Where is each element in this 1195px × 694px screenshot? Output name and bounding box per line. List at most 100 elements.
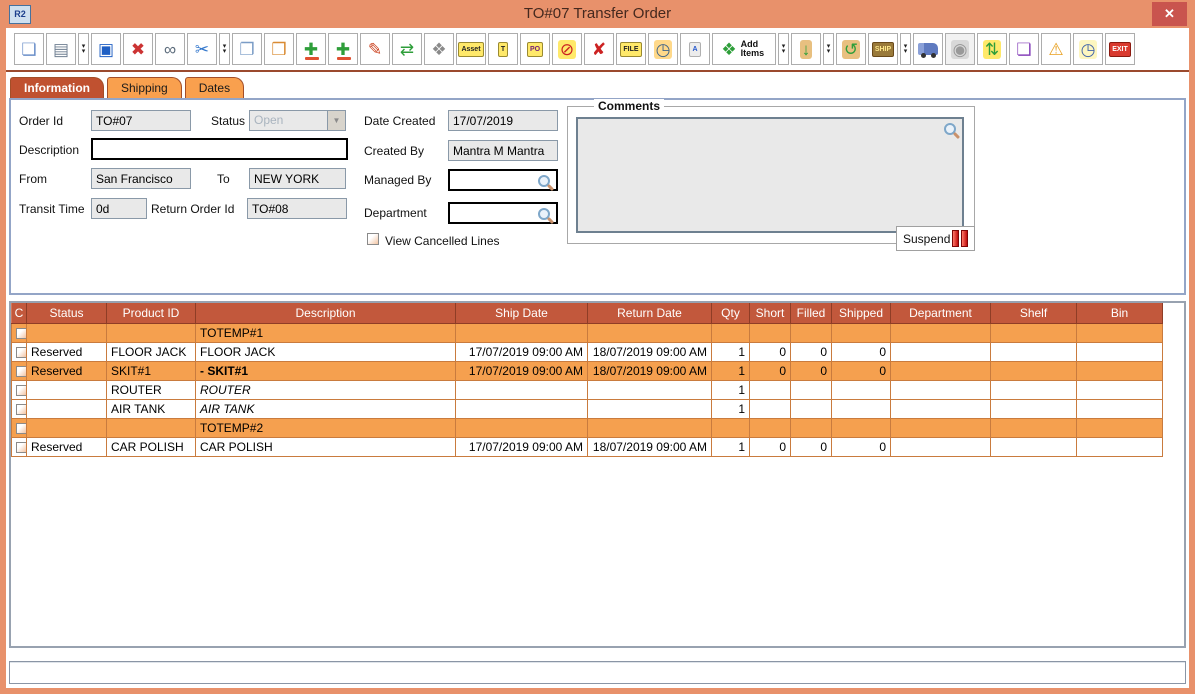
delete-button[interactable]: ✖ <box>123 33 153 65</box>
ship-dropdown[interactable]: ▾ ▾ <box>900 33 911 65</box>
row-checkbox[interactable] <box>16 441 26 453</box>
cell-shelf <box>990 341 1077 362</box>
history-button[interactable]: ◷ <box>1073 33 1103 65</box>
department-field[interactable] <box>452 204 540 224</box>
receive-dropdown[interactable]: ▾ ▾ <box>823 33 834 65</box>
rental-order-button[interactable]: T <box>488 33 518 65</box>
cancel-lines-button[interactable]: ✘ <box>584 33 614 65</box>
tab-information[interactable]: Information <box>10 77 104 98</box>
managed-by-field[interactable] <box>452 171 540 191</box>
suspend-button[interactable]: Suspend <box>896 226 976 251</box>
notes-button[interactable]: ❏ <box>1009 33 1039 65</box>
paste-button[interactable]: ❒ <box>264 33 294 65</box>
description-label: Description <box>19 143 80 157</box>
cell-qty: 1 <box>711 436 750 457</box>
cell-description: CAR POLISH <box>195 436 456 457</box>
cell-qty <box>711 322 750 343</box>
asset-button[interactable]: Asset <box>456 33 486 65</box>
add-items-dropdown[interactable]: ▾ ▾ <box>778 33 789 65</box>
cell-c <box>11 398 27 419</box>
search-icon[interactable] <box>538 208 550 220</box>
tab-shipping[interactable]: Shipping <box>107 77 182 98</box>
row-checkbox[interactable] <box>16 422 26 434</box>
search-icon[interactable] <box>538 175 550 187</box>
description-field[interactable] <box>95 140 346 160</box>
truck-icon <box>918 43 938 58</box>
column-header-description[interactable]: Description <box>195 303 456 324</box>
misc-po-button[interactable]: PO <box>520 33 550 65</box>
tab-strip: Information Shipping Dates <box>10 77 1189 98</box>
table-row[interactable]: TOTEMP#1 <box>11 322 1163 343</box>
folder-history-button[interactable]: ◷ <box>648 33 678 65</box>
view-cancelled-checkbox[interactable] <box>367 233 379 245</box>
row-checkbox[interactable] <box>16 403 26 415</box>
camera-button[interactable]: ◉ <box>945 33 975 65</box>
refresh-button[interactable]: ⇄ <box>392 33 422 65</box>
kit-button[interactable]: ❖ <box>424 33 454 65</box>
notes-icon: ❏ <box>1016 39 1032 59</box>
pause-icon <box>961 230 969 247</box>
row-checkbox[interactable] <box>16 346 26 358</box>
edit-button[interactable]: ✎ <box>360 33 390 65</box>
save-button[interactable]: ▣ <box>91 33 121 65</box>
table-row[interactable]: Reserved SKIT#1- SKIT#1 17/07/2019 09:00 A… <box>11 360 1163 381</box>
table-row[interactable]: Reserved CAR POLISH CAR POLISH 17/07/2019 0… <box>11 436 1163 457</box>
return-order-id-field <box>247 198 347 219</box>
column-header-product_id[interactable]: Product ID <box>106 303 196 324</box>
column-header-ship_date[interactable]: Ship Date <box>455 303 588 324</box>
return-items-button[interactable]: ↺ <box>836 33 866 65</box>
add-multiple-lines-button[interactable]: ✚ <box>328 33 358 65</box>
column-header-status[interactable]: Status <box>26 303 107 324</box>
find-button[interactable]: ∞ <box>155 33 185 65</box>
table-row[interactable]: TOTEMP#2 <box>11 417 1163 438</box>
cell-short: 0 <box>749 341 791 362</box>
block-card-button[interactable]: ⊘ <box>552 33 582 65</box>
column-header-filled[interactable]: Filled <box>790 303 832 324</box>
cell-short: 0 <box>749 436 791 457</box>
hotkey-button[interactable]: A <box>680 33 710 65</box>
row-checkbox[interactable] <box>16 384 26 396</box>
receive-button[interactable]: ↓ <box>791 33 821 65</box>
copy-button[interactable]: ❐ <box>232 33 262 65</box>
print-button[interactable]: ▤ <box>46 33 76 65</box>
cell-c <box>11 417 27 438</box>
table-row[interactable]: AIR TANK AIR TANK 1 <box>11 398 1163 419</box>
exit-button[interactable]: EXIT <box>1105 33 1135 65</box>
file-button[interactable]: FILE <box>616 33 646 65</box>
column-header-return_date[interactable]: Return Date <box>587 303 712 324</box>
column-header-shipped[interactable]: Shipped <box>831 303 891 324</box>
add-line-button[interactable]: ✚ <box>296 33 326 65</box>
line-items-table: C Status Product ID Description Ship Date Ret… <box>11 303 1163 457</box>
tab-dates[interactable]: Dates <box>184 77 245 98</box>
column-header-shelf[interactable]: Shelf <box>990 303 1077 324</box>
column-header-c[interactable]: C <box>11 303 27 324</box>
order-id-label: Order Id <box>19 114 64 128</box>
column-header-department[interactable]: Department <box>890 303 991 324</box>
cell-short <box>749 322 791 343</box>
cut-dropdown[interactable]: ▾ ▾ <box>219 33 230 65</box>
search-icon[interactable] <box>944 123 956 135</box>
column-header-bin[interactable]: Bin <box>1076 303 1163 324</box>
status-value: Open <box>254 113 284 127</box>
department-label: Department <box>364 206 427 220</box>
close-button[interactable]: ✕ <box>1152 2 1187 26</box>
truck-button[interactable] <box>913 33 943 65</box>
cell-product_id: FLOOR JACK <box>106 341 196 362</box>
add-items-button[interactable]: ❖ Add Items <box>712 33 776 65</box>
table-row[interactable]: ROUTER ROUTER 1 <box>11 379 1163 400</box>
ship-button[interactable]: SHIP <box>868 33 898 65</box>
row-checkbox[interactable] <box>16 365 26 377</box>
column-header-short[interactable]: Short <box>749 303 791 324</box>
cut-button[interactable]: ✂ <box>187 33 217 65</box>
new-order-button[interactable]: ❏ <box>14 33 44 65</box>
status-select: Open ▼ <box>249 110 346 131</box>
table-row[interactable]: Reserved FLOOR JACK FLOOR JACK 17/07/2019 0… <box>11 341 1163 362</box>
alerts-button[interactable]: ⚠ <box>1041 33 1071 65</box>
row-checkbox[interactable] <box>16 327 26 339</box>
exit-icon: EXIT <box>1109 41 1131 57</box>
transfer-in-button[interactable]: ⇅ <box>977 33 1007 65</box>
cell-department <box>890 341 991 362</box>
column-header-qty[interactable]: Qty <box>711 303 750 324</box>
print-dropdown[interactable]: ▾ ▾ <box>78 33 89 65</box>
